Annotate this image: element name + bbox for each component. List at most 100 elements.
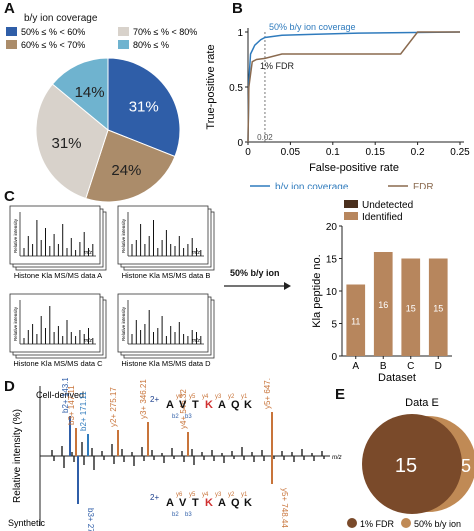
spectrum-seq-top-ion-y-2: y4 — [202, 394, 209, 400]
spectrum-peak-top-label-6: y5+ 647.37 — [263, 378, 272, 409]
bar-identified-D — [428, 258, 448, 356]
venn-legend-swatch-fdr — [347, 518, 357, 528]
bar-y-tick-label-3: 15 — [326, 255, 338, 266]
roc-x-tick-label-0: 0 — [245, 147, 251, 158]
spectrum-seq-top-residue-6: K — [244, 399, 252, 411]
bar-legend-swatch-identified — [344, 212, 358, 220]
bar-x-tick-label-C: C — [407, 361, 414, 372]
bar-value-label-D: 15 — [433, 303, 443, 313]
venn-legend-label-by: 50% b/y ion — [414, 519, 461, 529]
venn-legend-label-fdr: 1% FDR — [360, 519, 395, 529]
roc-x-label: False-positive rate — [309, 162, 399, 174]
bar-x-tick-label-D: D — [435, 361, 442, 372]
roc-chart: 0 0.05 0.1 0.15 0.2 0.25 0 0.5 1 0.02 50% b/y ion … — [205, 22, 470, 189]
bar-value-label-B: 16 — [378, 300, 388, 310]
roc-legend-label-coverage: b/y ion coverage — [275, 182, 349, 189]
pie-slice-3 — [35, 83, 109, 200]
ms-cards: Relative intensity m/z Histone Kla MS/MS d… — [9, 205, 215, 368]
spectrum-seq-top-residue-0: A — [166, 399, 174, 411]
spectrum-peak-top-label-1: b3+ 147.11 — [67, 385, 76, 425]
pie-slice-label-4: 14% — [75, 84, 105, 101]
spectrum-seq-bottom-residue-6: K — [244, 497, 252, 509]
arrow-to-bars — [224, 282, 291, 290]
roc-y-tick-label-2: 1 — [237, 28, 243, 39]
bar-identified-A — [346, 284, 366, 356]
bar-y-tick-label-2: 10 — [326, 287, 338, 298]
spectrum-seq-top-residue-1: V — [179, 399, 187, 411]
spectrum-y-label: Relative intensity (%) — [12, 409, 23, 503]
spectrum-seq-bottom-ion-b-0: b2 — [172, 512, 179, 518]
spectrum-peak-top-label-0: b2+ 143.12 — [61, 378, 70, 413]
bar-identified-C — [401, 258, 421, 356]
roc-x-tick-label-5: 0.25 — [450, 147, 470, 158]
ms-card-D-xlabel: m/z — [192, 338, 201, 344]
spectrum-seq-top-ion-y-1: y5 — [189, 394, 196, 400]
bar-identified-B — [373, 252, 393, 356]
roc-y-tick-label-0: 0 — [237, 138, 243, 149]
spectrum-seq-top-charge: 2+ — [150, 395, 159, 404]
spectrum-seq-bottom-charge: 2+ — [150, 493, 159, 502]
spectrum-seq-bottom-residue-5: Q — [231, 497, 240, 509]
spectrum-seq-bottom-residue-4: A — [218, 497, 226, 509]
spectrum-seq-top-ion-b-0: b2 — [172, 414, 179, 420]
ms-card-D-sheet-0 — [117, 293, 209, 353]
pie-legend-swatch-3 — [6, 40, 17, 49]
ms-card-D-ylabel: Relative intensity — [121, 306, 126, 341]
panel-d-letter: D — [4, 378, 15, 395]
ms-card-B-ylabel: Relative intensity — [121, 218, 126, 253]
pie-legend-label-2: 70% ≤ % < 80% — [133, 27, 197, 37]
ms-card-C-caption: Histone Kla MS/MS data C — [13, 359, 103, 368]
bar-chart: 0 5 10 15 20 11 A 16 B 15 C 15 D Dataset Kla peptide n… — [311, 200, 452, 384]
roc-x-tick-label-4: 0.2 — [411, 147, 425, 158]
roc-legend-label-fdr: FDR — [413, 182, 434, 189]
roc-threshold-label: 0.02 — [257, 133, 273, 142]
bar-x-tick-label-A: A — [352, 361, 359, 372]
spectrum-x-label: m/z — [332, 455, 342, 461]
spectrum-seq-bottom-ion-y-0: y6 — [176, 492, 183, 498]
bar-legend-label-identified: Identified — [362, 212, 403, 223]
roc-y-tick-label-1: 0.5 — [229, 83, 243, 94]
venn-value-fdr: 15 — [395, 455, 417, 477]
spectrum-peak-top-label-5: y4+ 546.32 — [179, 389, 188, 429]
ms-card-B-sheet-0 — [117, 205, 209, 265]
spectrum-peak-top-label-2: b2+ 171.11 — [79, 391, 88, 431]
venn-value-by: 5 — [461, 456, 471, 476]
spectrum-peak-bottom-label-1: y5+ 748.44 — [280, 488, 289, 528]
pie-slice-4 — [51, 57, 109, 132]
ms-card-B-xlabel: m/z — [192, 250, 201, 256]
spectrum-bottom-label: Synthetic — [8, 518, 46, 528]
bar-y-tick-label-4: 20 — [326, 222, 338, 233]
spectrum-seq-top-residue-4: A — [218, 399, 226, 411]
spectrum-seq-top-ion-y-4: y2 — [228, 394, 235, 400]
ms-card-A-xlabel: m/z — [84, 250, 93, 256]
ms-card-B-caption: Histone Kla MS/MS data B — [122, 271, 211, 280]
roc-x-tick-label-3: 0.15 — [365, 147, 385, 158]
pie-slice-label-1: 31% — [129, 99, 159, 116]
spectrum-top-label: Cell-derived — [36, 390, 84, 400]
pie-legend-label-3: 60% ≤ % < 70% — [21, 40, 85, 50]
bar-x-label: Dataset — [378, 372, 416, 384]
panel-a-letter: A — [4, 0, 15, 17]
pie-legend-label-4: 80% ≤ % — [133, 40, 169, 50]
spectrum-seq-bottom-ion-y-3: y3 — [215, 492, 222, 498]
spectrum-seq-bottom-residue-0: A — [166, 497, 174, 509]
bar-y-label: Kla peptide no. — [311, 254, 323, 327]
panel-e-letter: E — [335, 386, 346, 403]
ms-card-A-sheet-0 — [9, 205, 101, 265]
spectrum-seq-bottom-residue-2: T — [192, 497, 199, 509]
pie-slice-label-3: 31% — [51, 135, 81, 152]
pie-legend-swatch-4 — [118, 40, 129, 49]
spectrum-seq-bottom-residue-3: K — [205, 497, 213, 509]
ms-card-C-sheet-0 — [9, 293, 101, 353]
roc-x-tick-label-2: 0.1 — [326, 147, 340, 158]
spectrum-seq-top-ion-y-5: y1 — [241, 394, 248, 400]
bar-y-tick-label-0: 0 — [331, 352, 337, 363]
ms-card-A-caption: Histone Kla MS/MS data A — [14, 271, 102, 280]
roc-annot-coverage: 50% b/y ion coverage — [269, 22, 356, 32]
spectrum-seq-bottom-ion-y-2: y4 — [202, 492, 209, 498]
bar-value-label-A: 11 — [351, 316, 360, 326]
roc-series-line-1 — [247, 31, 461, 143]
pie-legend-swatch-1 — [6, 27, 17, 36]
spectrum-seq-bottom-ion-y-5: y1 — [241, 492, 248, 498]
spectrum-peak-top-label-4: y3+ 346.21 — [139, 379, 148, 419]
